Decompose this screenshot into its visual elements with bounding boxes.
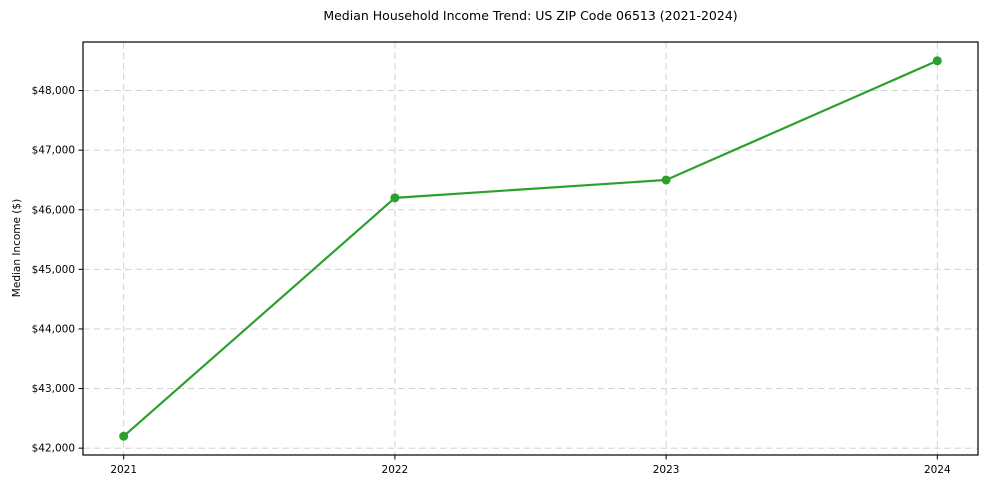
chart-title: Median Household Income Trend: US ZIP Co…	[323, 8, 738, 23]
x-tick-label: 2021	[110, 464, 137, 476]
x-tick-label: 2023	[653, 464, 680, 476]
data-point-2024	[932, 56, 942, 66]
y-tick-label: $42,000	[32, 443, 75, 455]
data-point-2023	[661, 175, 671, 185]
y-tick-label: $47,000	[32, 145, 75, 157]
y-tick-label: $48,000	[32, 85, 75, 97]
y-tick-label: $45,000	[32, 264, 75, 276]
trend-line	[122, 59, 939, 438]
plot-border	[82, 41, 979, 456]
x-tick-label: 2022	[382, 464, 409, 476]
data-point-2022	[390, 193, 400, 203]
data-point-2021	[119, 431, 129, 441]
y-tick-label: $46,000	[32, 204, 75, 216]
x-tick-label: 2024	[924, 464, 951, 476]
y-tick-label: $44,000	[32, 323, 75, 335]
y-tick-label: $43,000	[32, 383, 75, 395]
